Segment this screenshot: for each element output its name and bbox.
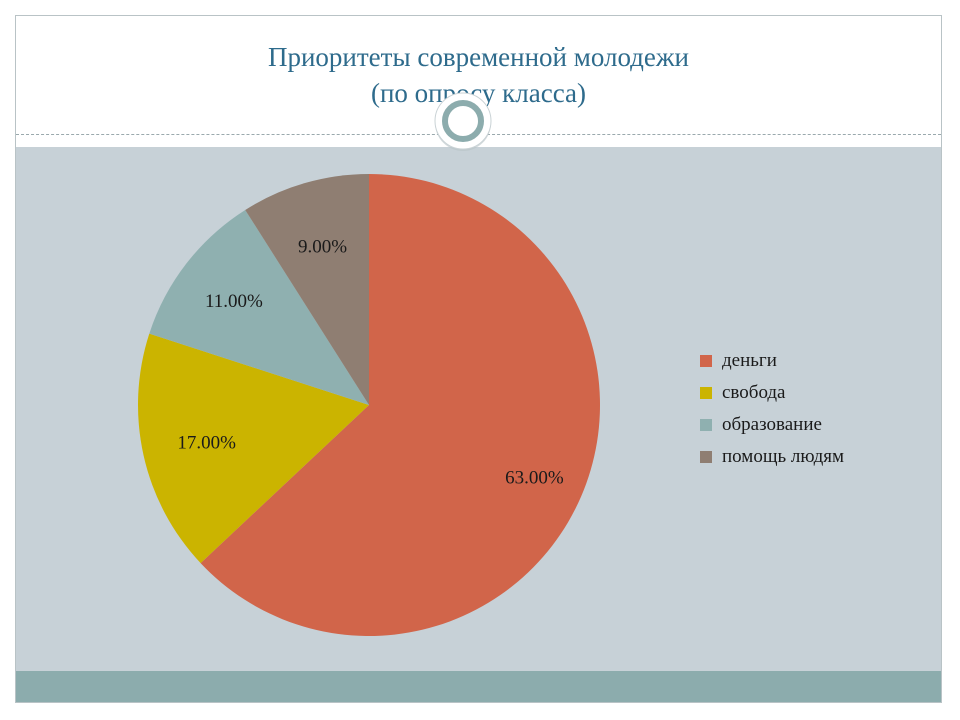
pie-slice-2 (149, 209, 369, 405)
data-label-2: 11.00% (205, 291, 263, 312)
legend-label: деньги (722, 350, 777, 371)
data-label-0: 63.00% (505, 468, 564, 489)
legend-swatch (700, 355, 712, 367)
data-label-1: 17.00% (177, 432, 236, 453)
pie-slice-0 (200, 174, 600, 636)
pie-slice-1 (138, 333, 369, 564)
legend-item: свобода (700, 377, 940, 409)
data-label-3: 9.00% (298, 236, 347, 257)
legend-swatch (700, 451, 712, 463)
legend-label: помощь людям (722, 446, 845, 467)
footer-band (16, 671, 941, 702)
legend-swatch (700, 419, 712, 431)
legend-item: деньги (700, 345, 940, 377)
title-area: Приоритеты современной молодежи (по опро… (16, 16, 941, 134)
legend-swatch (700, 387, 712, 399)
legend-label: образование (722, 414, 822, 435)
legend-label: свобода (722, 382, 786, 403)
legend-item: образование (700, 409, 940, 441)
circle-ornament-icon (434, 92, 492, 151)
legend-item: помощь людям (700, 441, 940, 473)
pie-slice-3 (245, 174, 369, 405)
chart-legend: деньги свобода образование помощь людям (700, 345, 940, 473)
slide-title: Приоритеты современной молодежи (267, 42, 689, 72)
